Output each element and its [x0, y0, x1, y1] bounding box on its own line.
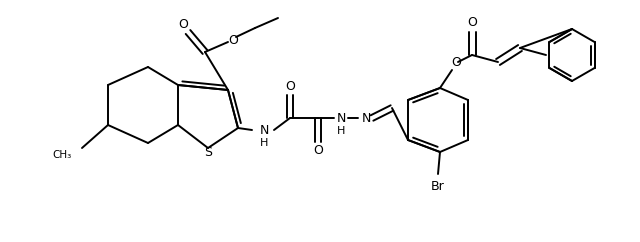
Text: CH₃: CH₃: [52, 150, 72, 160]
Text: O: O: [467, 16, 477, 30]
Text: O: O: [178, 17, 188, 30]
Text: O: O: [313, 144, 323, 157]
Text: H: H: [337, 126, 345, 136]
Text: N: N: [362, 112, 371, 124]
Text: O: O: [285, 81, 295, 93]
Text: N: N: [336, 112, 346, 124]
Text: H: H: [260, 138, 268, 148]
Text: O: O: [451, 56, 461, 69]
Text: N: N: [259, 123, 269, 136]
Text: O: O: [228, 33, 238, 46]
Text: Br: Br: [431, 180, 445, 192]
Text: S: S: [204, 146, 212, 159]
